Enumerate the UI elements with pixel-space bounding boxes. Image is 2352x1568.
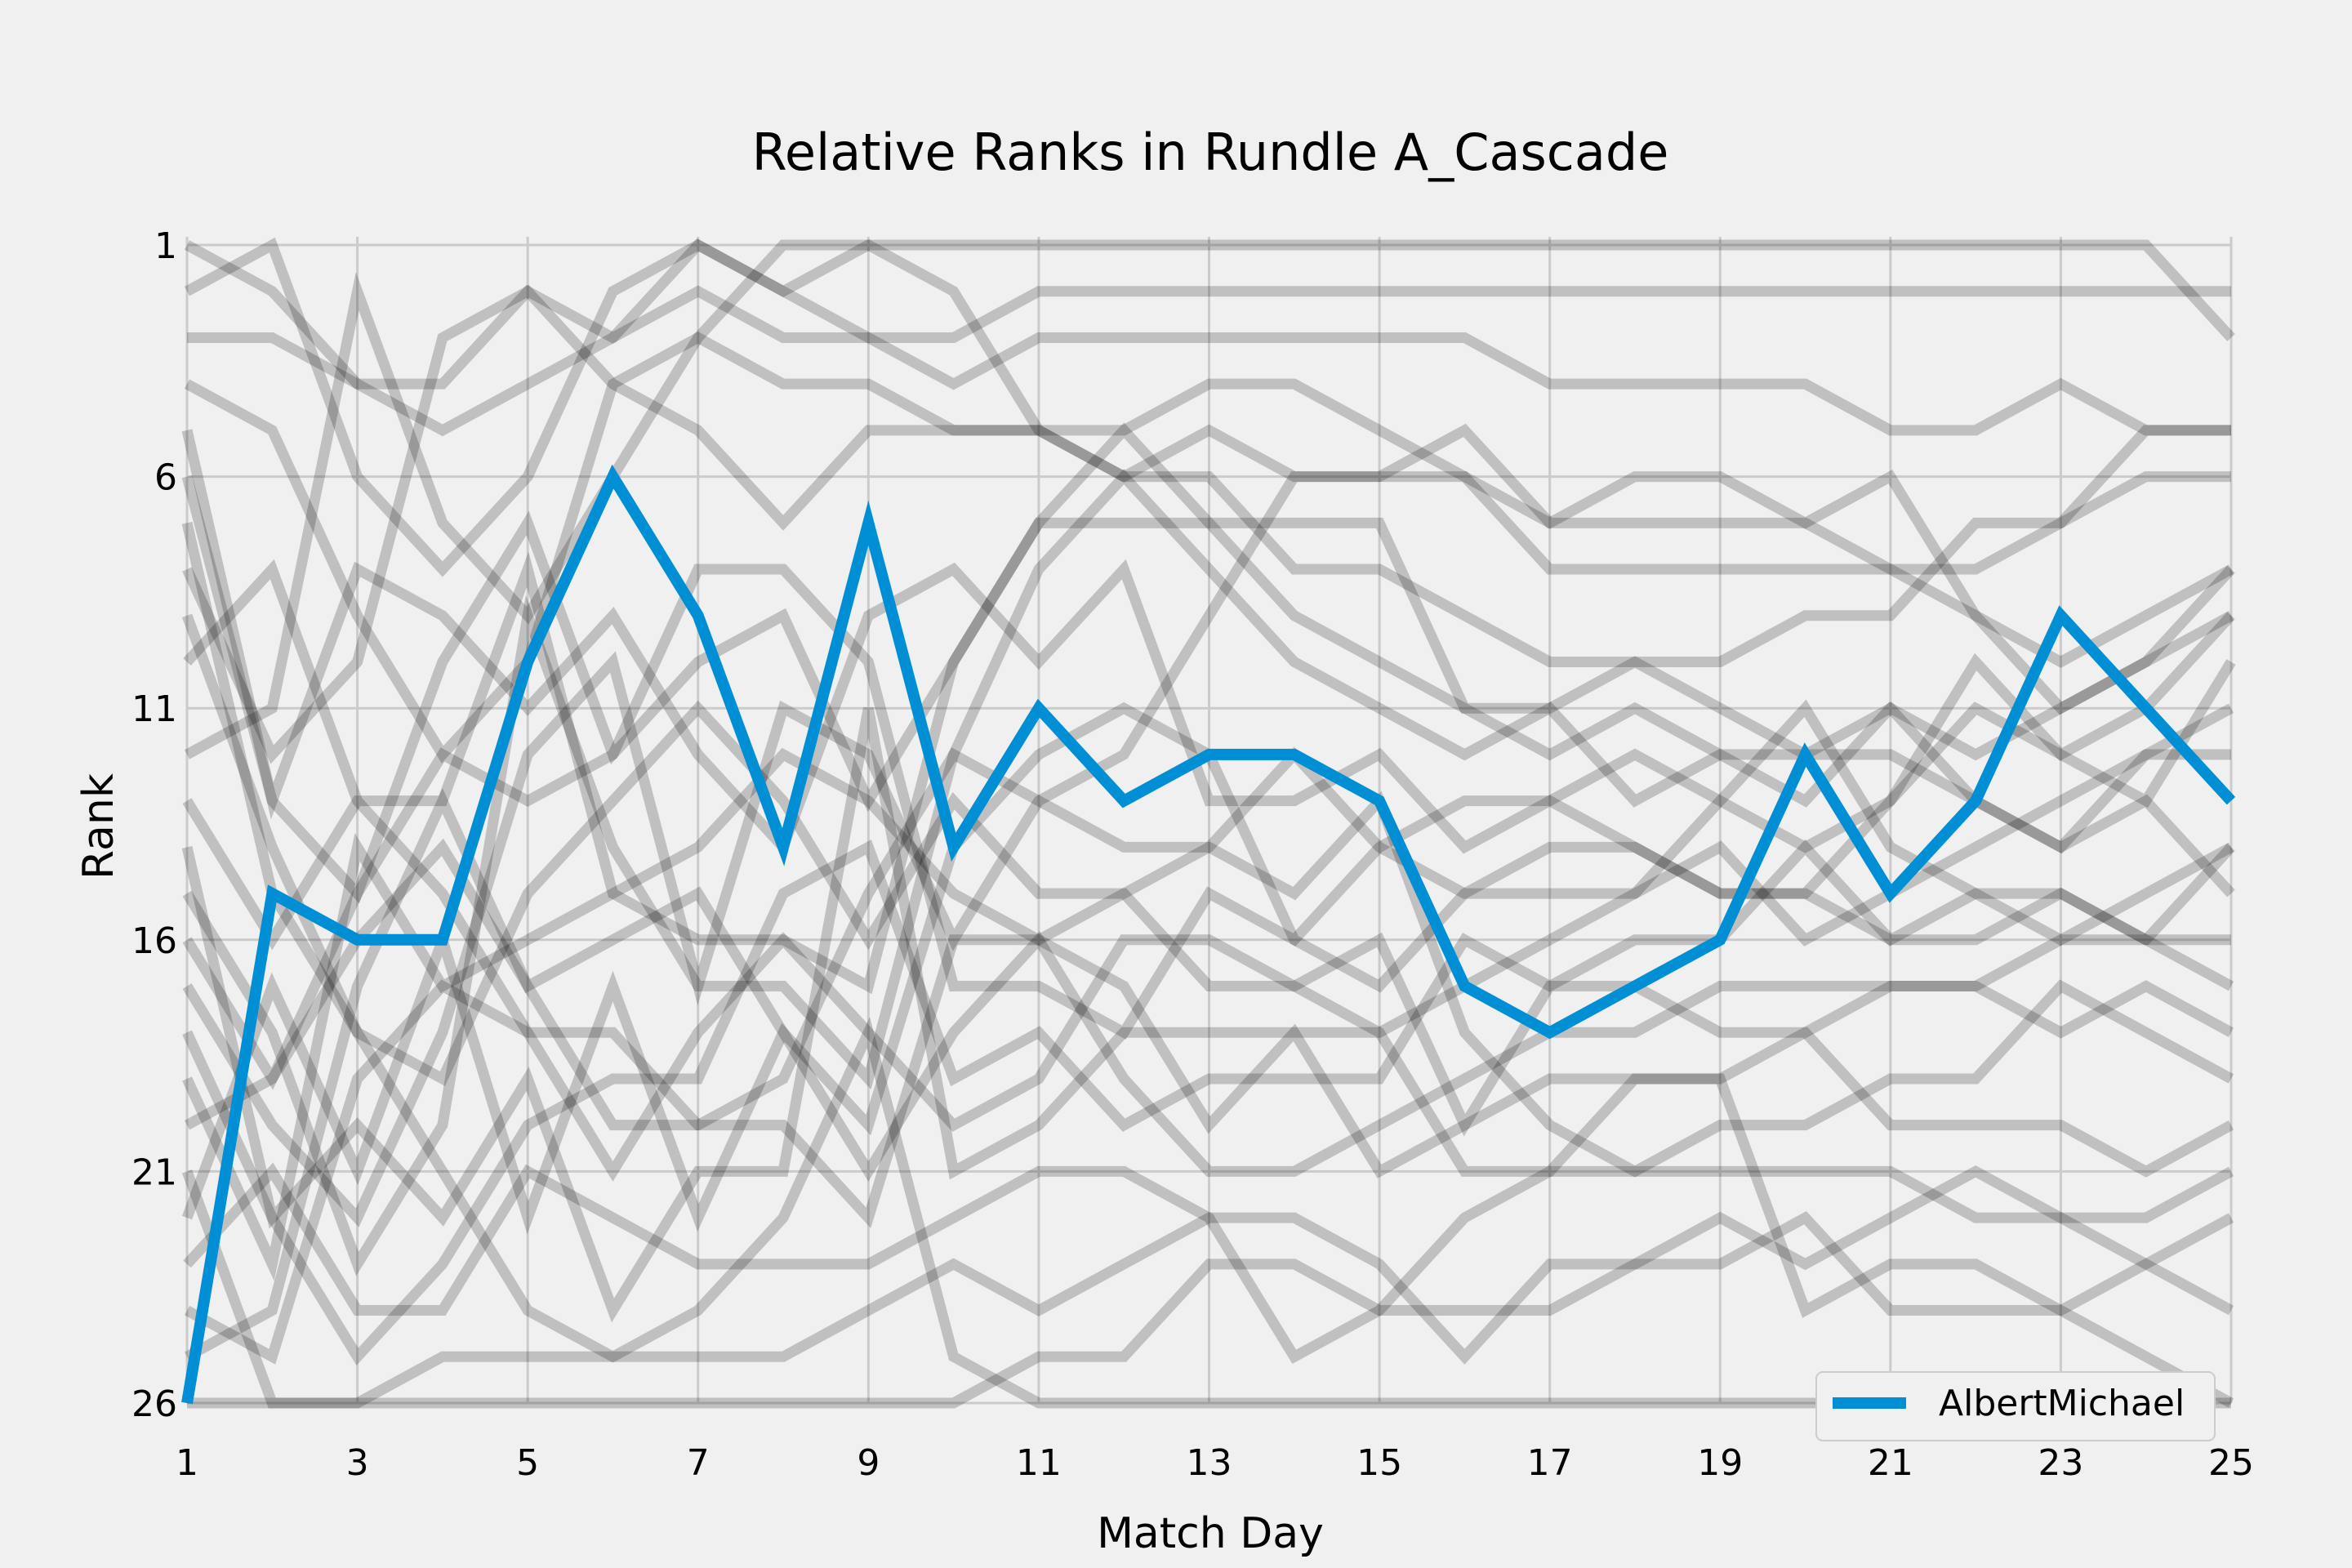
other-series-line (187, 284, 2231, 390)
legend: AlbertMichael (1815, 1371, 2216, 1441)
x-tick-label: 13 (1187, 1442, 1232, 1484)
y-tick-label: 26 (131, 1383, 177, 1425)
x-tick-label: 5 (516, 1442, 539, 1484)
x-tick-label: 19 (1697, 1442, 1743, 1484)
other-series-line (187, 1165, 2234, 1409)
other-series-line (184, 239, 2234, 760)
other-series-line (181, 612, 2235, 1323)
other-series-line (184, 237, 2235, 577)
y-tick-label: 16 (131, 920, 177, 962)
grid-layer (185, 237, 2233, 1405)
y-tick-label: 11 (131, 688, 177, 730)
other-series-line (183, 1162, 2234, 1364)
x-tick-label: 15 (1356, 1442, 1402, 1484)
x-tick-label: 11 (1016, 1442, 1062, 1484)
x-tick-label: 25 (2208, 1442, 2254, 1484)
other-series-line (183, 559, 2234, 1408)
highlight-series-group (181, 464, 2236, 1405)
y-tick-label: 1 (154, 225, 177, 267)
x-tick-label: 23 (2038, 1442, 2083, 1484)
y-tick-label: 21 (131, 1152, 177, 1193)
other-series-line (184, 238, 2231, 437)
x-tick-label: 7 (687, 1442, 710, 1484)
chart-title: Relative Ranks in Rundle A_Cascade (752, 122, 1669, 182)
other-series-line (181, 422, 2234, 904)
highlight-series-line (181, 464, 2236, 1405)
other-series-line (182, 468, 2234, 1276)
legend-label: AlbertMichael (1939, 1383, 2185, 1424)
x-tick-label: 3 (346, 1442, 369, 1484)
other-series-line (181, 429, 2236, 899)
other-series-line (182, 839, 2231, 1366)
other-series-line (182, 423, 2231, 1227)
other-series-line (182, 517, 2235, 995)
legend-box (1815, 1371, 2216, 1441)
x-axis-label: Match Day (1097, 1509, 1324, 1558)
other-series-line (182, 284, 2231, 764)
other-series-line (181, 1169, 2234, 1409)
other-series-line (181, 521, 2234, 1178)
x-tick-label: 1 (176, 1442, 198, 1484)
y-tick-label: 6 (154, 457, 177, 499)
x-tick-label: 17 (1527, 1442, 1573, 1484)
other-series-line (182, 564, 2234, 1090)
other-series-line (184, 788, 2235, 1361)
x-tick-label: 9 (857, 1442, 880, 1484)
x-tick-label: 21 (1868, 1442, 1913, 1484)
y-axis-label: Rank (74, 773, 123, 880)
other-series-line (184, 934, 2234, 1365)
other-series-line (184, 747, 2234, 1178)
